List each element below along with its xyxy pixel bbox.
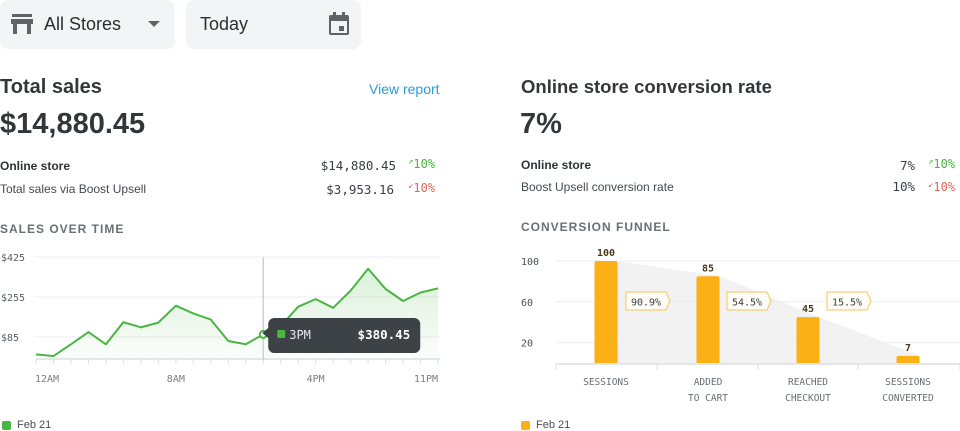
legend-swatch bbox=[521, 420, 530, 430]
category-label: TO CART bbox=[688, 393, 728, 404]
y-tick-label: $425 bbox=[1, 253, 25, 264]
online-store-conv-value: 7% bbox=[899, 158, 915, 173]
x-tick-label: 4PM bbox=[307, 374, 325, 385]
chevron-down-icon bbox=[148, 21, 160, 27]
funnel-bar bbox=[896, 355, 920, 363]
conversion-value: 7% bbox=[520, 108, 562, 140]
calendar-icon bbox=[329, 12, 349, 35]
date-label: Today bbox=[200, 14, 249, 34]
boost-sales-value: $3,953.16 bbox=[326, 182, 394, 197]
y-tick-label: $85 bbox=[1, 333, 19, 344]
online-store-sales: $14,880.45 bbox=[320, 158, 396, 173]
tooltip-label: 3PM bbox=[289, 328, 311, 342]
total-sales-title: Total sales bbox=[0, 76, 102, 98]
tooltip-swatch bbox=[277, 330, 286, 338]
arrow-up-icon: ↗ bbox=[928, 157, 934, 167]
total-sales-value: $14,880.45 bbox=[0, 108, 146, 140]
online-store-label: Online store bbox=[0, 159, 71, 173]
y-tick-label: 20 bbox=[521, 339, 533, 350]
category-label: SESSIONS bbox=[885, 377, 931, 388]
change-up: ↗10% bbox=[408, 157, 436, 171]
funnel-bar bbox=[594, 261, 618, 363]
category-label: REACHED bbox=[788, 377, 828, 388]
arrow-up-icon: ↗ bbox=[408, 157, 414, 167]
view-report-link[interactable]: View report bbox=[369, 81, 440, 97]
x-tick-label: 12AM bbox=[35, 374, 59, 385]
store-icon bbox=[11, 14, 33, 34]
x-tick-label: 11PM bbox=[414, 374, 438, 385]
change-down: ↙10% bbox=[928, 180, 956, 194]
sales-line bbox=[35, 267, 439, 358]
y-tick-label: 60 bbox=[521, 298, 533, 309]
funnel-shade bbox=[617, 261, 920, 363]
conversion-funnel-title: CONVERSION FUNNEL bbox=[521, 220, 671, 234]
category-label: SESSIONS bbox=[583, 377, 629, 388]
category-label: CHECKOUT bbox=[785, 393, 831, 404]
boost-conv-label: Boost Upsell conversion rate bbox=[521, 180, 674, 194]
category-label: ADDED bbox=[694, 377, 723, 388]
conversion-rate-label: 90.9% bbox=[631, 298, 661, 309]
funnel-legend: Feb 21 bbox=[521, 419, 570, 431]
legend-swatch bbox=[2, 420, 11, 430]
funnel-bar bbox=[696, 276, 720, 363]
date-selector[interactable]: Today bbox=[186, 0, 361, 49]
conversion-rate-tag bbox=[726, 291, 772, 311]
conversion-rate-tag bbox=[625, 291, 671, 311]
change-down: ↙10% bbox=[408, 181, 436, 195]
conversion-rate-label: 54.5% bbox=[732, 298, 762, 309]
store-label: All Stores bbox=[44, 14, 122, 34]
y-tick-label: 100 bbox=[521, 257, 539, 268]
x-tick-label: 8AM bbox=[167, 374, 185, 385]
funnel-bar bbox=[796, 317, 820, 363]
bar-value-label: 85 bbox=[702, 263, 714, 274]
bar-value-label: 7 bbox=[905, 343, 911, 354]
online-store-conv-label: Online store bbox=[521, 158, 592, 172]
arrow-down-icon: ↙ bbox=[928, 180, 934, 190]
bar-value-label: 45 bbox=[802, 304, 814, 315]
tooltip-value: $380.45 bbox=[358, 327, 411, 342]
y-tick-label: $255 bbox=[1, 293, 25, 304]
boost-conv-value: 10% bbox=[892, 179, 915, 194]
conversion-rate-tag bbox=[826, 291, 872, 311]
boost-sales-label: Total sales via Boost Upsell bbox=[0, 182, 147, 196]
conversion-title: Online store conversion rate bbox=[521, 76, 772, 97]
conversion-rate-label: 15.5% bbox=[832, 298, 862, 309]
sales-chart: $425 $255 $85 12AM 8AM 4PM 11PM 3PM $380.45 bbox=[1, 253, 440, 385]
arrow-down-icon: ↙ bbox=[408, 181, 414, 191]
store-selector[interactable]: All Stores bbox=[0, 0, 175, 49]
change-up: ↗10% bbox=[928, 157, 956, 171]
bar-value-label: 100 bbox=[597, 248, 615, 259]
sales-legend: Feb 21 bbox=[2, 419, 51, 431]
category-label: CONVERTED bbox=[882, 393, 934, 404]
tooltip bbox=[262, 318, 421, 353]
sales-over-time-title: SALES OVER TIME bbox=[0, 222, 125, 236]
